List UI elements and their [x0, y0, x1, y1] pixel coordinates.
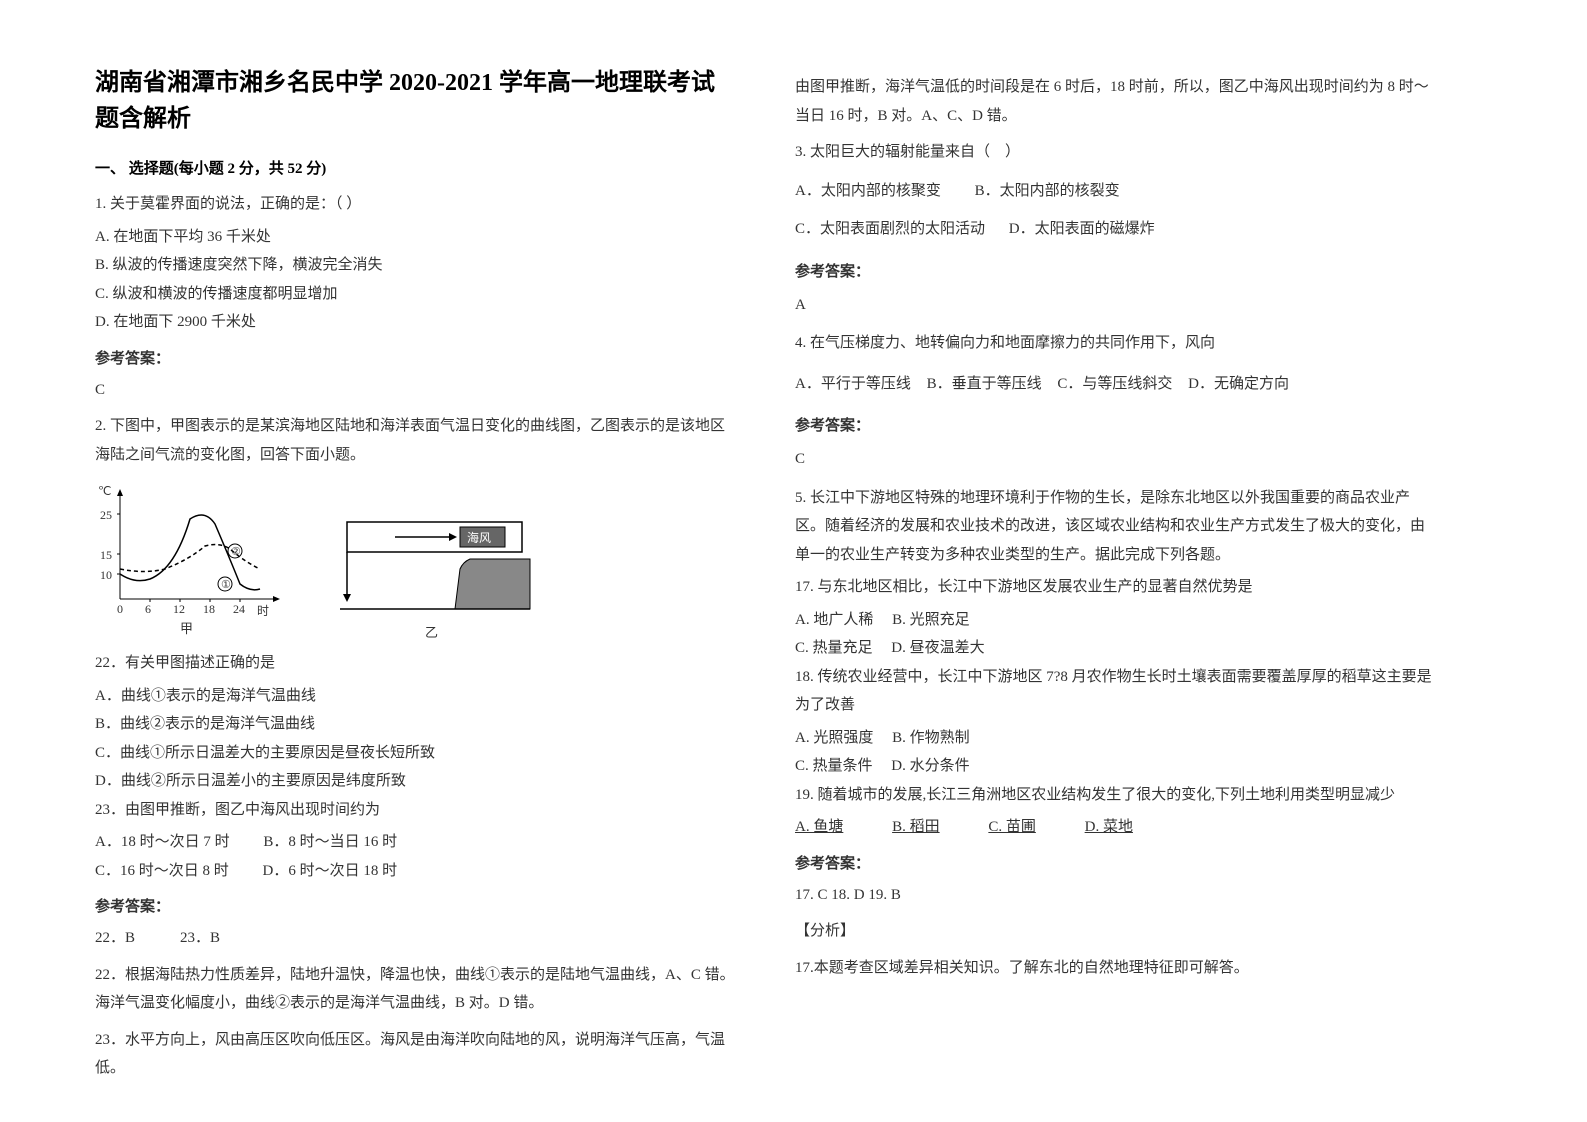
q17-opt-d: D. 昼夜温差大: [891, 640, 984, 656]
q1-stem: 1. 关于莫霍界面的说法，正确的是：（ ）: [95, 190, 735, 219]
diagram-container: ℃ 25 15 10 0 6 12 18 24 时 ① ② 甲: [95, 484, 735, 634]
x-tick-0: 0: [117, 602, 123, 617]
x-tick-18: 18: [203, 602, 215, 617]
y-tick-10: 10: [100, 568, 112, 583]
sea-breeze-label: 海风: [467, 529, 491, 546]
q18-row1: A. 光照强度 B. 作物熟制: [795, 724, 1435, 753]
chart-jia-ylabel: ℃: [98, 484, 111, 499]
q2-exp1: 22．根据海陆热力性质差异，陆地升温快，降温也快，曲线①表示的是陆地气温曲线，A…: [95, 961, 735, 1018]
q1-opt-a: A. 在地面下平均 36 千米处: [95, 223, 735, 252]
q4-opt-b: B．垂直于等压线: [927, 376, 1042, 392]
q4-opt-d: D．无确定方向: [1188, 376, 1289, 392]
q3-stem: 3. 太阳巨大的辐射能量来自（ ）: [795, 138, 1435, 167]
right-column: 由图甲推断，海洋气温低的时间段是在 6 时后，18 时前，所以，图乙中海风出现时…: [795, 65, 1435, 1091]
q18-row2: C. 热量条件 D. 水分条件: [795, 752, 1435, 781]
q4-opts: A．平行于等压线 B．垂直于等压线 C．与等压线斜交 D．无确定方向: [795, 370, 1435, 399]
q3-opt-c: C．太阳表面剧烈的太阳活动: [795, 221, 985, 237]
x-tick-24: 24: [233, 602, 245, 617]
q19-opt-a: A. 鱼塘: [795, 819, 843, 835]
q4-answer-label: 参考答案：: [795, 414, 1435, 435]
q3-answer: A: [795, 291, 1435, 320]
q3-row2: C．太阳表面剧烈的太阳活动 D．太阳表面的磁爆炸: [795, 215, 1435, 244]
q17-row1: A. 地广人稀 B. 光照充足: [795, 606, 1435, 635]
y-tick-25: 25: [100, 508, 112, 523]
q1-opt-d: D. 在地面下 2900 千米处: [95, 308, 735, 337]
chart-jia-caption: 甲: [180, 618, 193, 637]
q23-opt-d: D．6 时～次日 18 时: [263, 863, 398, 879]
x-tick-6: 6: [145, 602, 151, 617]
q2-answers: 22．B 23．B: [95, 924, 735, 953]
q2-exp3: 由图甲推断，海洋气温低的时间段是在 6 时后，18 时前，所以，图乙中海风出现时…: [795, 73, 1435, 130]
curve2-marker: ②: [231, 545, 241, 558]
q19-opts: A. 鱼塘 B. 稻田 C. 苗圃 D. 菜地: [795, 813, 1435, 842]
q2-stem: 2. 下图中，甲图表示的是某滨海地区陆地和海洋表面气温日变化的曲线图，乙图表示的…: [95, 412, 735, 469]
q17-stem: 17. 与东北地区相比，长江中下游地区发展农业生产的显著自然优势是: [795, 573, 1435, 602]
q1-answer: C: [95, 376, 735, 405]
q3-answer-label: 参考答案：: [795, 260, 1435, 281]
q22-opt-c: C．曲线①所示日温差大的主要原因是昼夜长短所致: [95, 739, 735, 768]
document-title: 湖南省湘潭市湘乡名民中学 2020-2021 学年高一地理联考试题含解析: [95, 65, 735, 137]
q23-row1: A．18 时～次日 7 时 B．8 时～当日 16 时: [95, 828, 735, 857]
q5-answer-label: 参考答案：: [795, 852, 1435, 873]
q23-stem: 23．由图甲推断，图乙中海风出现时间约为: [95, 796, 735, 825]
chart-jia-xlabel: 时: [257, 602, 269, 619]
q4-opt-a: A．平行于等压线: [795, 376, 911, 392]
q4-opt-c: C．与等压线斜交: [1057, 376, 1172, 392]
chart-jia: ℃ 25 15 10 0 6 12 18 24 时 ① ② 甲: [95, 484, 295, 634]
q3-row1: A．太阳内部的核聚变 B．太阳内部的核裂变: [795, 177, 1435, 206]
q17-opt-a: A. 地广人稀: [795, 612, 873, 628]
chart-yi-caption: 乙: [425, 622, 438, 641]
q5-stem: 5. 长江中下游地区特殊的地理环境利于作物的生长，是除东北地区以外我国重要的商品…: [795, 484, 1435, 570]
q19-opt-d: D. 菜地: [1085, 819, 1133, 835]
q3-opt-a: A．太阳内部的核聚变: [795, 183, 941, 199]
q23-opt-b: B．8 时～当日 16 时: [263, 834, 397, 850]
q2-answer-label: 参考答案：: [95, 895, 735, 916]
q1-opt-c: C. 纵波和横波的传播速度都明显增加: [95, 280, 735, 309]
q22-opt-b: B．曲线②表示的是海洋气温曲线: [95, 710, 735, 739]
q2-exp2: 23．水平方向上，风由高压区吹向低压区。海风是由海洋吹向陆地的风，说明海洋气压高…: [95, 1026, 735, 1083]
page-container: 湖南省湘潭市湘乡名民中学 2020-2021 学年高一地理联考试题含解析 一、 …: [95, 65, 1492, 1091]
q22-opt-a: A．曲线①表示的是海洋气温曲线: [95, 682, 735, 711]
q4-answer: C: [795, 445, 1435, 474]
q23-opt-a: A．18 时～次日 7 时: [95, 834, 230, 850]
chart-yi-svg: [335, 514, 535, 619]
x-tick-12: 12: [173, 602, 185, 617]
q5-analysis-label: 【分析】: [795, 917, 1435, 946]
q4-stem: 4. 在气压梯度力、地转偏向力和地面摩擦力的共同作用下，风向: [795, 329, 1435, 358]
q18-stem: 18. 传统农业经营中，长江中下游地区 7?8 月农作物生长时土壤表面需要覆盖厚…: [795, 663, 1435, 720]
q18-opt-a: A. 光照强度: [795, 730, 873, 746]
q17-opt-c: C. 热量充足: [795, 640, 873, 656]
q19-stem: 19. 随着城市的发展,长江三角洲地区农业结构发生了很大的变化,下列土地利用类型…: [795, 781, 1435, 810]
q22-stem: 22．有关甲图描述正确的是: [95, 649, 735, 678]
q18-opt-c: C. 热量条件: [795, 758, 873, 774]
q3-opt-d: D．太阳表面的磁爆炸: [1009, 221, 1155, 237]
section-heading: 一、 选择题(每小题 2 分，共 52 分): [95, 157, 735, 178]
q1-answer-label: 参考答案：: [95, 347, 735, 368]
q19-opt-c: C. 苗圃: [988, 819, 1036, 835]
q5-analysis: 17.本题考查区域差异相关知识。了解东北的自然地理特征即可解答。: [795, 954, 1435, 983]
left-column: 湖南省湘潭市湘乡名民中学 2020-2021 学年高一地理联考试题含解析 一、 …: [95, 65, 735, 1091]
q17-row2: C. 热量充足 D. 昼夜温差大: [795, 634, 1435, 663]
chart-yi: 海风 乙: [335, 514, 535, 634]
q18-opt-b: B. 作物熟制: [892, 730, 970, 746]
q18-opt-d: D. 水分条件: [891, 758, 969, 774]
q19-opt-b: B. 稻田: [892, 819, 940, 835]
q23-row2: C．16 时～次日 8 时 D．6 时～次日 18 时: [95, 857, 735, 886]
q5-answers: 17. C 18. D 19. B: [795, 881, 1435, 910]
y-tick-15: 15: [100, 548, 112, 563]
q22-opt-d: D．曲线②所示日温差小的主要原因是纬度所致: [95, 767, 735, 796]
q23-opt-c: C．16 时～次日 8 时: [95, 863, 229, 879]
q17-opt-b: B. 光照充足: [892, 612, 970, 628]
curve1-marker: ①: [221, 578, 231, 591]
q1-opt-b: B. 纵波的传播速度突然下降，横波完全消失: [95, 251, 735, 280]
q3-opt-b: B．太阳内部的核裂变: [975, 183, 1120, 199]
